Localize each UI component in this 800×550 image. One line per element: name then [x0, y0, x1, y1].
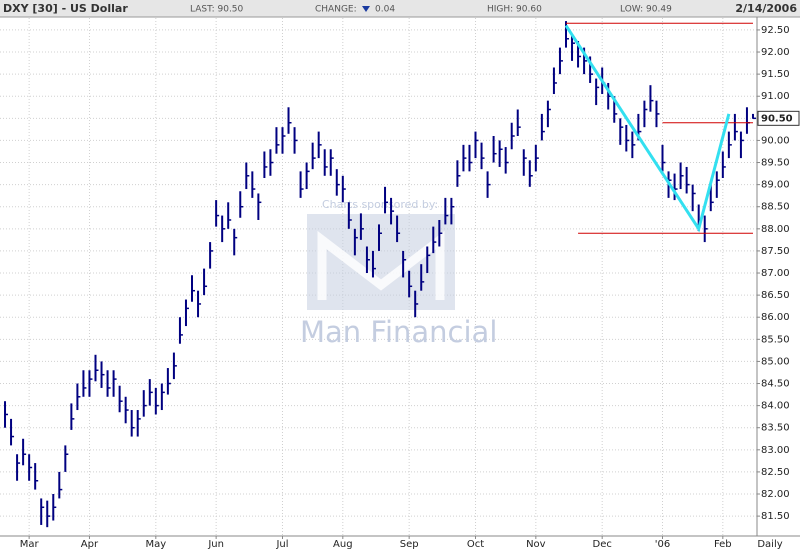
chart-title: DXY [30] - US Dollar	[3, 2, 128, 15]
y-tick-label: 86.50	[761, 290, 790, 301]
header-low: LOW: 90.49	[620, 5, 672, 15]
x-tick-label: Apr	[81, 539, 99, 550]
y-tick-label: 84.50	[761, 379, 790, 390]
header-last: LAST: 90.50	[190, 5, 244, 15]
watermark-logo-m	[317, 230, 445, 300]
y-tick-label: 89.50	[761, 158, 790, 169]
trendline	[564, 24, 731, 233]
header-high: HIGH: 90.60	[487, 5, 542, 15]
x-tick-label: Oct	[467, 539, 484, 550]
y-tick-label: 89.00	[761, 180, 790, 191]
x-tick-label: Jul	[275, 539, 288, 550]
y-tick-label: 81.50	[761, 511, 790, 522]
last-value-label: 90.50	[761, 113, 793, 124]
y-tick-label: 83.50	[761, 423, 790, 434]
y-tick-label: 92.00	[761, 47, 790, 58]
x-tick-label: Sep	[400, 539, 419, 550]
price-bars	[4, 21, 756, 528]
watermark-logo	[307, 214, 455, 310]
y-tick-label: 83.00	[761, 445, 790, 456]
y-tick-label: 91.50	[761, 69, 790, 80]
y-tick-label: 87.00	[761, 268, 790, 279]
x-tick-label: Aug	[333, 539, 353, 550]
header-change: 0.04	[375, 5, 395, 15]
x-tick-label: Mar	[20, 539, 40, 550]
y-tick-label: 85.00	[761, 356, 790, 367]
watermark-brand: Man Financial	[300, 315, 497, 349]
y-tick-label: 88.50	[761, 202, 790, 213]
x-tick-label: May	[145, 539, 166, 550]
period-label: Daily	[757, 539, 782, 550]
x-tick-label: Jun	[207, 539, 224, 550]
x-tick-label: Feb	[714, 539, 732, 550]
y-tick-label: 92.50	[761, 25, 790, 36]
y-tick-label: 88.00	[761, 224, 790, 235]
watermark: Charts sponsored by: Man Financial	[300, 198, 497, 349]
header-change-label: CHANGE:	[315, 5, 357, 15]
x-tick-label: '06	[655, 539, 670, 550]
header-date: 2/14/2006	[735, 2, 797, 15]
watermark-sponsor: Charts sponsored by:	[322, 198, 438, 211]
y-tick-label: 82.50	[761, 467, 790, 478]
y-tick-label: 87.50	[761, 246, 790, 257]
x-tick-label: Dec	[593, 539, 612, 550]
change-down-arrow	[362, 6, 370, 12]
last-value-box	[757, 110, 800, 126]
y-tick-label: 84.00	[761, 401, 790, 412]
y-tick-label: 85.50	[761, 334, 790, 345]
y-tick-label: 86.00	[761, 312, 790, 323]
y-tick-label: 82.00	[761, 489, 790, 500]
x-tick-label: Nov	[526, 539, 546, 550]
y-tick-label: 90.00	[761, 135, 790, 146]
header-bar	[0, 0, 800, 17]
y-tick-label: 91.00	[761, 91, 790, 102]
